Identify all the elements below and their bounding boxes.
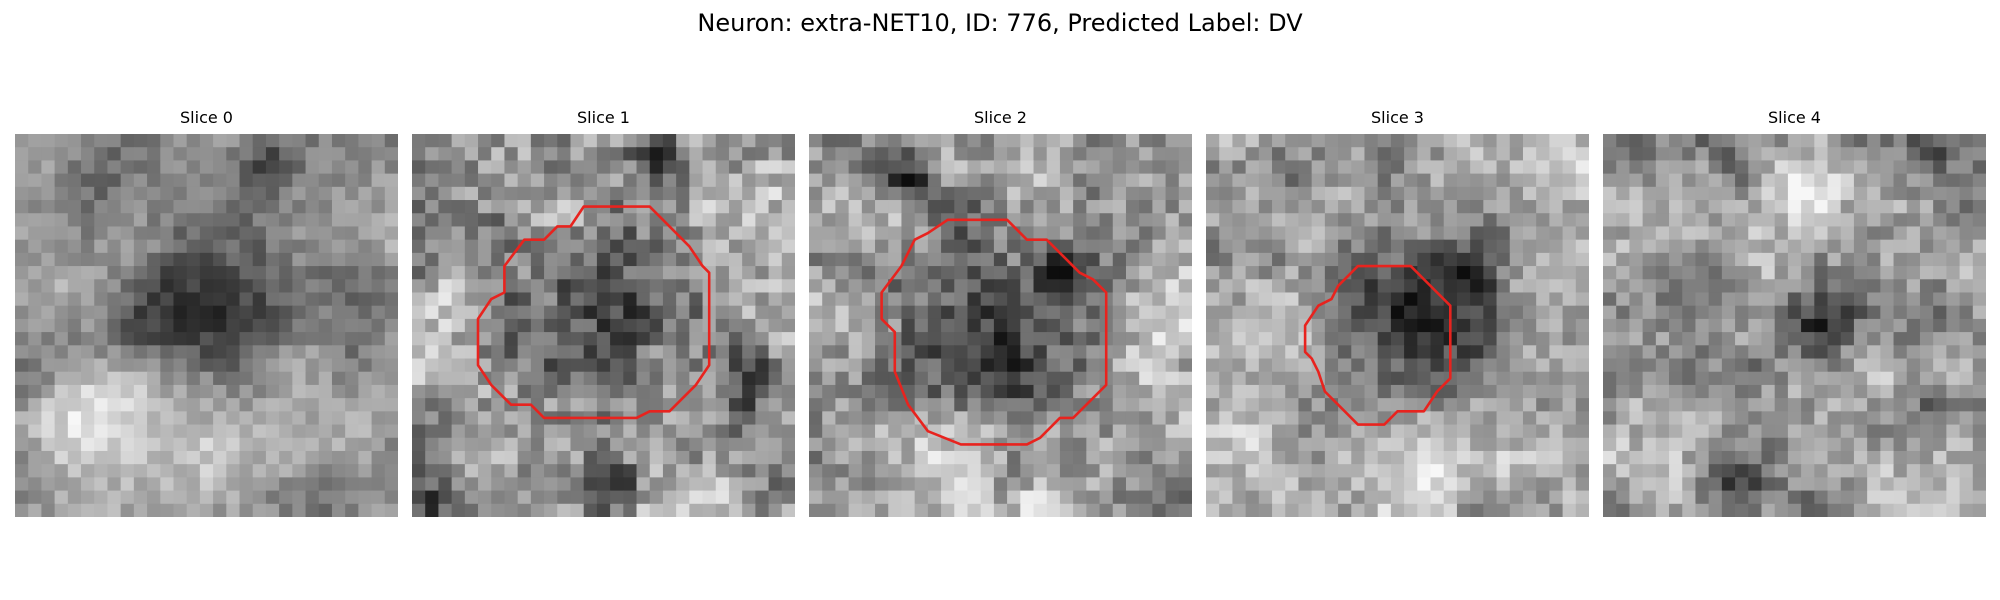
slice-title: Slice 2 [974,108,1027,127]
slice-panel-1: Slice 1 [412,106,795,517]
slice-image [15,134,398,517]
figure-title: Neuron: extra-NET10, ID: 776, Predicted … [697,9,1303,37]
neuron-contour [476,205,711,420]
slice-title: Slice 1 [577,108,630,127]
slice-panel-4: Slice 4 [1603,106,1986,517]
slice-image [1206,134,1589,517]
slice-image [809,134,1192,517]
slice-panel-2: Slice 2 [809,106,1192,517]
slice-title: Slice 3 [1371,108,1424,127]
neuron-contour [880,218,1108,446]
slice-title: Slice 4 [1768,108,1821,127]
slice-panel-0: Slice 0 [15,106,398,517]
slice-panel-3: Slice 3 [1206,106,1589,517]
neuron-contour [1303,264,1452,426]
slice-image [412,134,795,517]
slice-image [1603,134,1986,517]
slice-title: Slice 0 [180,108,233,127]
